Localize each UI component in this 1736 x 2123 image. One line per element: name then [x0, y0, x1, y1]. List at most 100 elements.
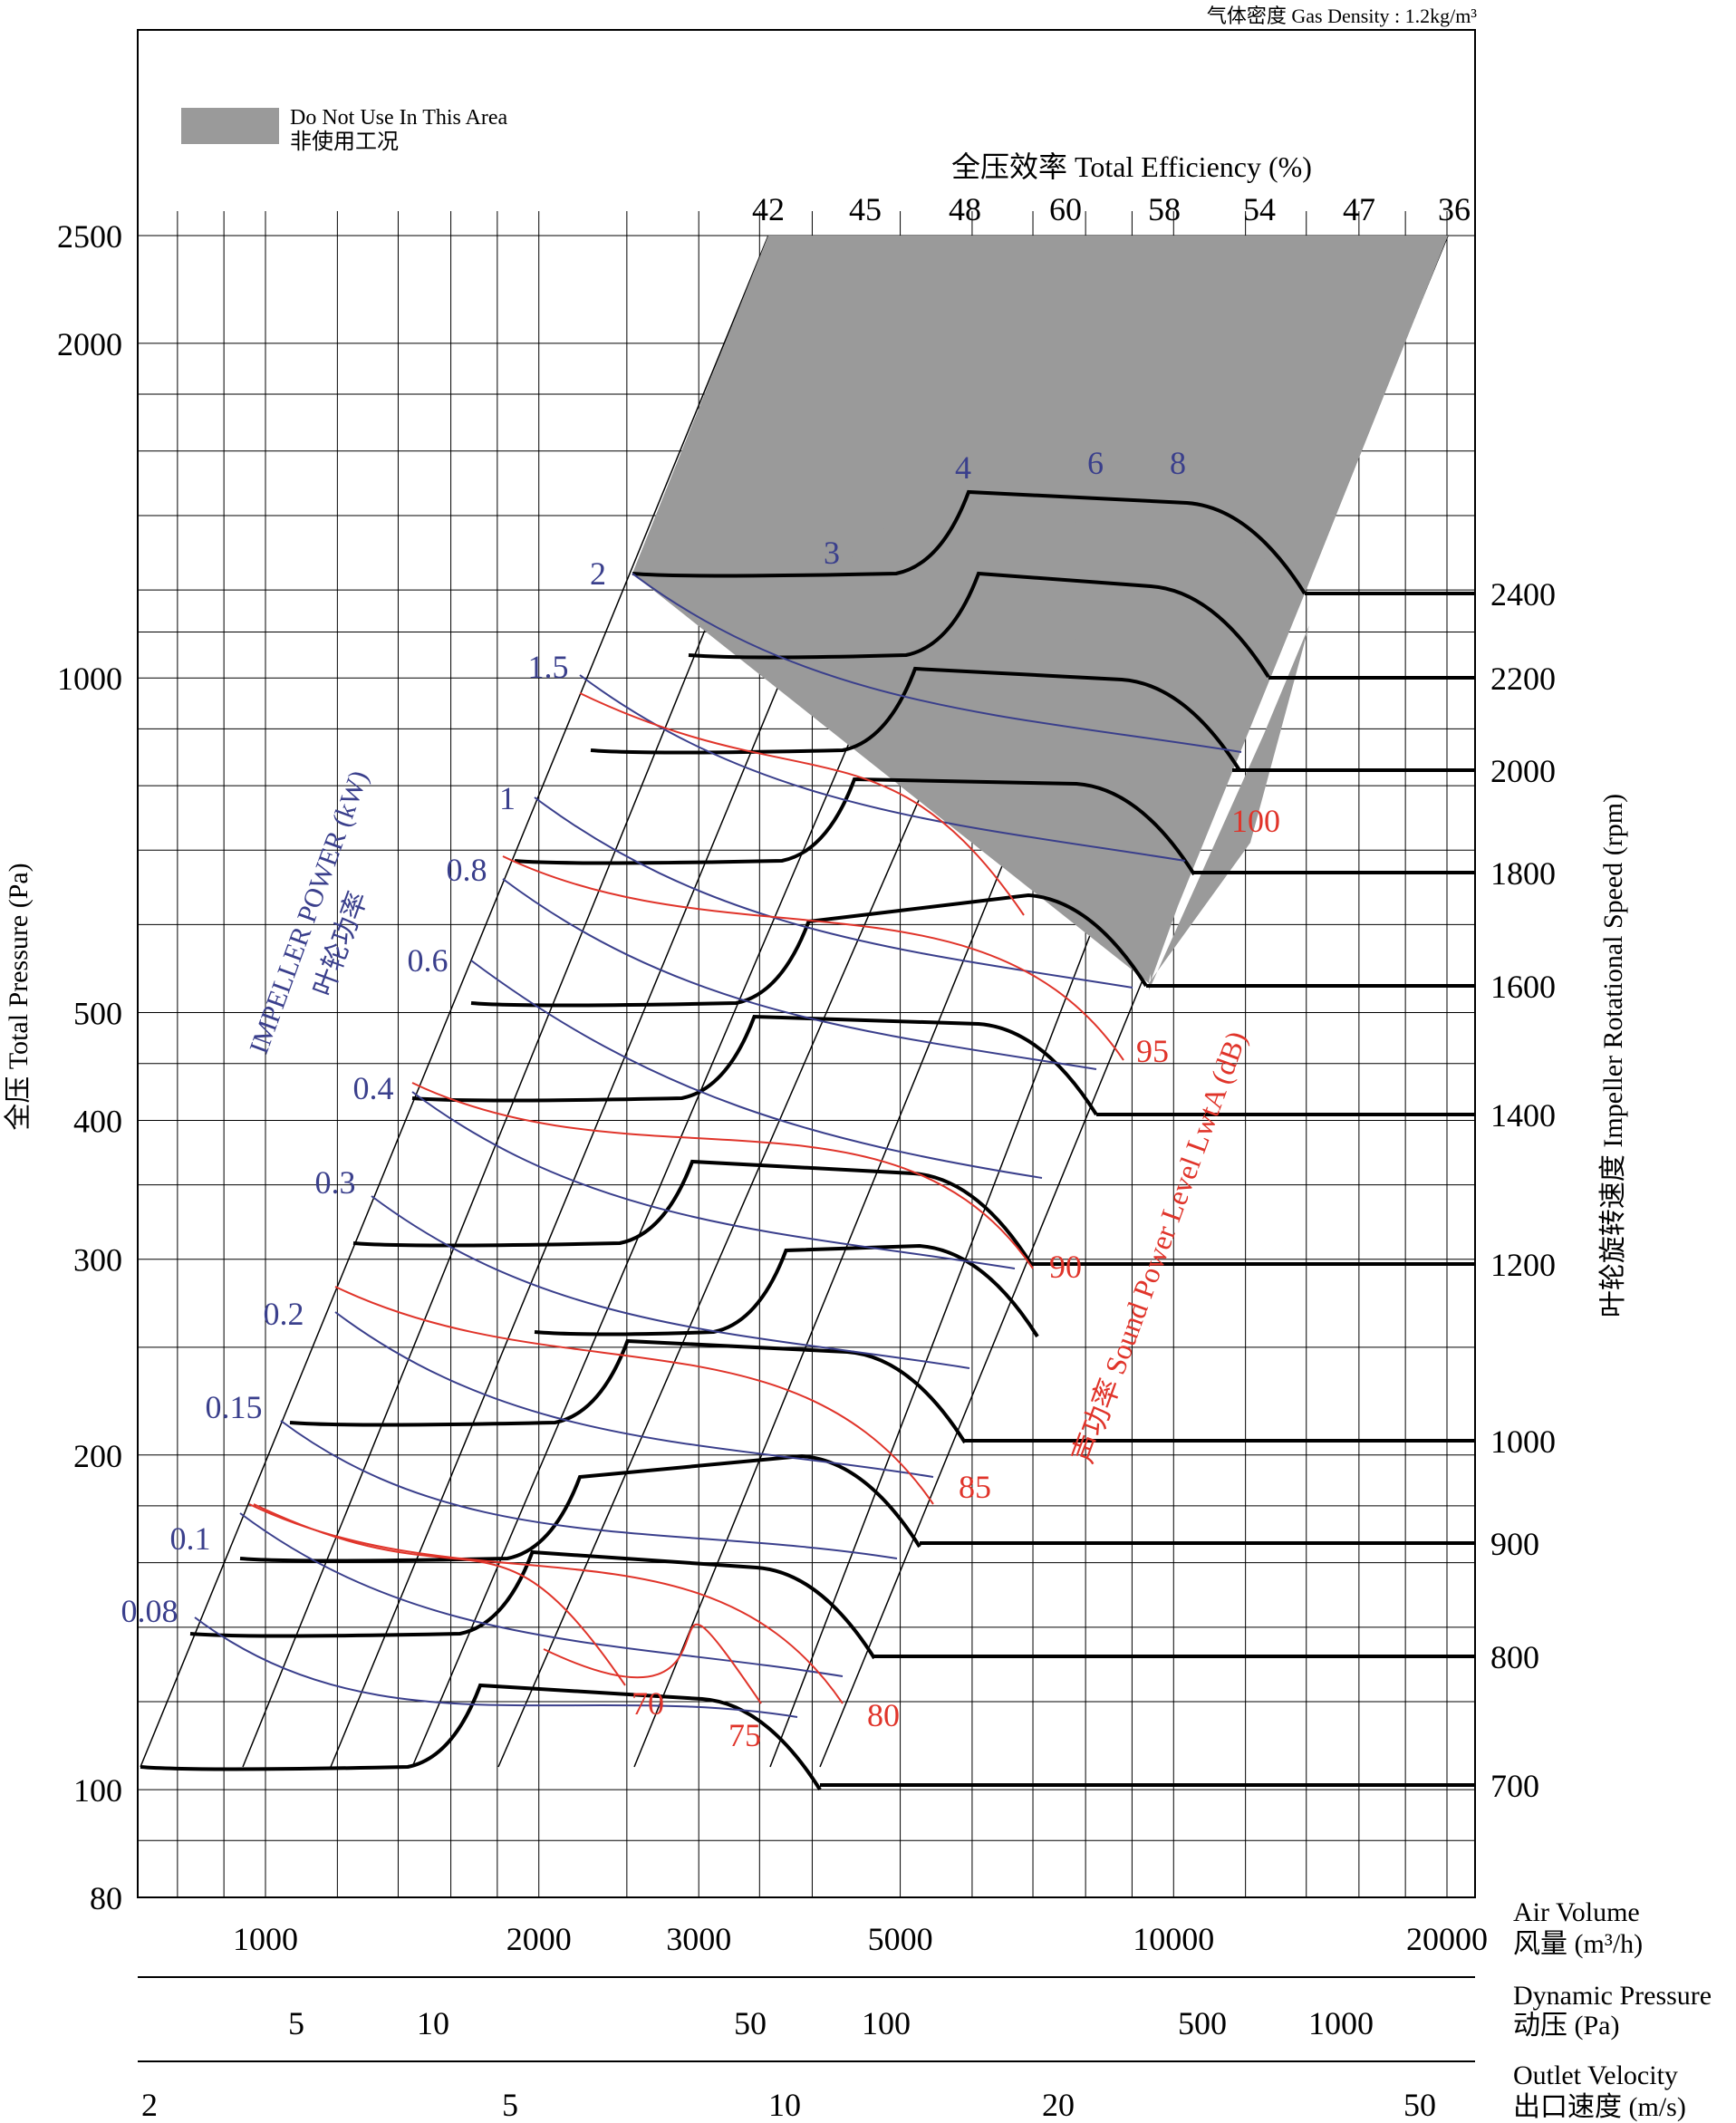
power-line	[534, 796, 1133, 989]
efficiency-label: 60	[1049, 191, 1082, 227]
power-label: 0.1	[170, 1520, 211, 1557]
x-velocity-tick-label: 50	[1403, 2087, 1436, 2123]
rpm-tick-label: 800	[1490, 1639, 1539, 1675]
rpm-tick-label: 2400	[1490, 576, 1556, 613]
power-label: 0.3	[315, 1164, 356, 1201]
sound-label: 75	[728, 1717, 761, 1753]
sound-label: 90	[1049, 1249, 1082, 1285]
efficiency-label: 54	[1243, 191, 1276, 227]
efficiency-title: 全压效率 Total Efficiency (%)	[951, 150, 1312, 183]
legend-swatch	[181, 108, 279, 144]
power-label: 1.5	[528, 649, 569, 685]
power-label: 2	[590, 555, 606, 592]
x-velocity-title-cn: 出口速度 (m/s)	[1513, 2092, 1686, 2122]
power-label: 0.8	[447, 852, 487, 888]
x-air-tick-label: 1000	[233, 1921, 298, 1957]
x-dynamic-tick-label: 1000	[1308, 2005, 1374, 2041]
x-dynamic-tick-label: 500	[1178, 2005, 1227, 2041]
power-line	[470, 960, 1043, 1179]
power-label: 0.2	[264, 1296, 304, 1332]
power-line	[632, 573, 1242, 753]
rpm-curve	[352, 1159, 1033, 1266]
x-dynamic-tick-label: 5	[288, 2005, 304, 2041]
sound-label: 70	[632, 1685, 664, 1722]
x-air-tick-label: 20000	[1406, 1921, 1488, 1957]
efficiency-label: 47	[1343, 191, 1375, 227]
power-label: 0.15	[206, 1389, 263, 1425]
rpm-curve	[411, 1014, 1098, 1116]
power-line	[411, 1091, 1016, 1269]
chart-curves	[140, 489, 1475, 1791]
x-dynamic-title-en: Dynamic Pressure	[1513, 1981, 1712, 2011]
rpm-tick-label: 700	[1490, 1768, 1539, 1804]
efficiency-line	[140, 235, 769, 1768]
zone-top	[632, 236, 1448, 593]
legend-line2: 非使用工况	[290, 130, 399, 154]
legend-line1: Do Not Use In This Area	[290, 106, 508, 130]
sound-line	[502, 855, 1124, 1061]
efficiency-label: 42	[752, 191, 785, 227]
y-left-tick-label: 80	[90, 1880, 122, 1916]
efficiency-label: 48	[949, 191, 981, 227]
y-left-tick-label: 2000	[57, 326, 122, 362]
sound-label: 80	[867, 1697, 900, 1733]
x-dynamic-title-cn: 动压 (Pa)	[1513, 2011, 1619, 2041]
rpm-curve	[632, 489, 1307, 595]
y-left-tick-label: 2500	[57, 218, 122, 255]
x-air-tick-label: 3000	[666, 1921, 731, 1957]
sound-line	[334, 1286, 934, 1505]
power-line	[502, 878, 1097, 1070]
y-right-title: 叶轮旋转速度 Impeller Rotational Speed (rpm)	[1598, 794, 1628, 1317]
power-label: 0.6	[408, 942, 448, 979]
power-label: 0.4	[353, 1070, 394, 1106]
x-velocity-tick-label: 10	[768, 2087, 801, 2123]
x-air-title-en: Air Volume	[1513, 1897, 1640, 1927]
rpm-tick-label: 1400	[1490, 1097, 1556, 1134]
x-velocity-title-en: Outlet Velocity	[1513, 2060, 1678, 2090]
y-left-title: 全压 Total Pressure (Pa)	[4, 863, 34, 1130]
power-label: 6	[1087, 445, 1104, 481]
sound-line	[253, 1503, 626, 1686]
y-left-tick-label: 400	[73, 1103, 122, 1139]
sound-title: 声功率 Sound Power Level LwtA (dB)	[1066, 1027, 1253, 1467]
sound-label: 95	[1136, 1033, 1169, 1069]
header-note: 气体密度 Gas Density : 1.2kg/m³	[1207, 5, 1477, 27]
sound-line	[543, 1623, 762, 1704]
power-line	[194, 1616, 798, 1718]
y-left-tick-label: 300	[73, 1242, 122, 1279]
power-line	[371, 1195, 970, 1369]
x-dynamic-tick-label: 100	[862, 2005, 911, 2041]
power-label: 0.08	[121, 1593, 178, 1629]
efficiency-label: 36	[1438, 191, 1471, 227]
x-air-tick-label: 2000	[506, 1921, 572, 1957]
zone-right	[969, 489, 1305, 981]
power-line	[239, 1512, 844, 1677]
power-label: 4	[955, 449, 971, 486]
sound-line	[411, 1082, 1034, 1269]
power-label: 3	[824, 535, 840, 571]
sound-line	[579, 692, 1025, 916]
power-line	[334, 1311, 934, 1478]
x-air-tick-label: 10000	[1133, 1921, 1214, 1957]
rpm-curve	[189, 1549, 876, 1660]
x-dynamic-tick-label: 10	[417, 2005, 449, 2041]
rpm-curve	[289, 1338, 967, 1444]
x-velocity-tick-label: 5	[502, 2087, 518, 2123]
rpm-curve	[590, 666, 1241, 772]
efficiency-label: 58	[1148, 191, 1181, 227]
x-air-tick-label: 5000	[868, 1921, 933, 1957]
rpm-tick-label: 900	[1490, 1526, 1539, 1562]
x-air-title-cn: 风量 (m³/h)	[1513, 1929, 1643, 1959]
y-left-tick-label: 1000	[57, 661, 122, 697]
rpm-tick-label: 1600	[1490, 969, 1556, 1005]
sound-label: 100	[1231, 803, 1280, 839]
sound-label: 85	[959, 1469, 991, 1505]
y-left-tick-label: 100	[73, 1772, 122, 1809]
rpm-tick-label: 1800	[1490, 855, 1556, 892]
rpm-tick-label: 2000	[1490, 753, 1556, 789]
rpm-curve	[470, 893, 1148, 1008]
sound-line	[248, 1503, 844, 1704]
power-label: 8	[1170, 445, 1186, 481]
x-dynamic-tick-label: 50	[734, 2005, 767, 2041]
